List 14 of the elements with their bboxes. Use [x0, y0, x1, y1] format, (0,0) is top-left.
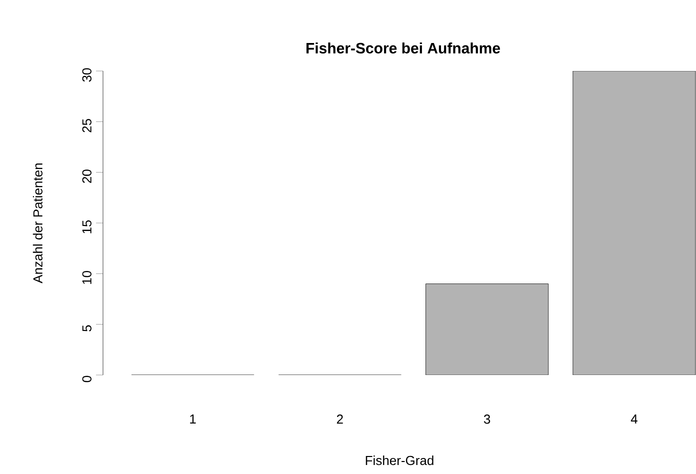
x-tick-label: 3: [484, 414, 490, 424]
x-tick-label: 2: [336, 414, 343, 424]
x-tick-label: 4: [630, 414, 638, 424]
y-tick-label: 20: [82, 170, 92, 183]
y-tick-label: 5: [82, 325, 92, 332]
chart-title: Fisher-Score bei Aufnahme: [306, 42, 500, 54]
x-tick-label: 1: [190, 414, 196, 424]
y-tick-label: 10: [82, 270, 92, 284]
y-tick-label: 30: [82, 68, 92, 82]
y-tick-label: 25: [82, 118, 92, 132]
y-axis-title: Anzahl der Patienten: [32, 164, 42, 284]
y-tick-label: 0: [82, 376, 92, 382]
x-axis-title: Fisher-Grad: [366, 456, 434, 466]
y-tick-label: 15: [82, 220, 92, 234]
